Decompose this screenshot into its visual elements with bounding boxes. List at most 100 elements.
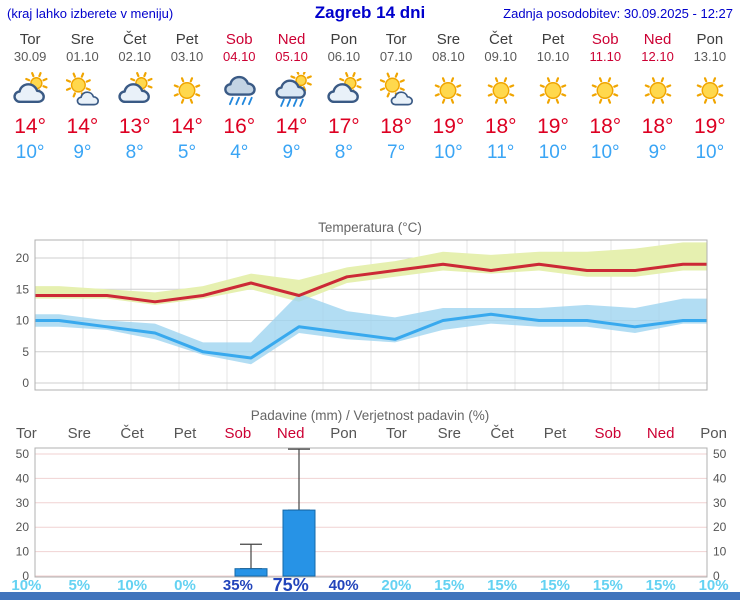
day-column: Čet 02.10 13° 8° [109,31,161,164]
precip-bar [282,509,316,577]
day-min-temp: 10° [434,142,463,163]
precip-day-label: Ned [277,425,305,442]
day-min-temp: 8° [125,142,144,163]
day-max-temp: 18° [589,115,622,138]
sunny-icon [684,70,736,110]
svg-text:10: 10 [16,545,30,559]
svg-text:0: 0 [22,376,29,390]
svg-text:10: 10 [16,314,30,328]
day-column: Pet 10.10 19° 10° [527,31,579,164]
precipitation-chart-title: Padavine (mm) / Verjetnost padavin (%) [250,408,490,423]
day-date: 30.09 [13,49,47,64]
day-column: Sre 01.10 14° 9° [56,31,108,164]
day-date: 03.10 [170,49,204,64]
precip-probability: 15% [434,577,464,592]
day-column: Ned 05.10 14° 9° [265,31,317,164]
precip-day-label: Sob [225,425,252,442]
precip-probability: 10% [699,577,729,592]
day-name: Sre [436,31,461,48]
day-min-temp: 11° [487,142,515,163]
precip-probability: 20% [381,577,411,592]
day-date: 02.10 [118,49,151,64]
svg-text:50: 50 [16,447,30,461]
precip-probability: 15% [593,577,623,592]
day-min-temp: 10° [590,142,620,163]
precip-probability: 0% [174,577,196,592]
temperature-chart-title: Temperatura (°C) [318,220,422,235]
day-column: Pon 13.10 19° 10° [684,31,736,164]
precip-probability: 15% [646,577,676,592]
sunny-icon [422,70,474,110]
day-column: Čet 09.10 18° 11° [475,31,527,164]
day-max-temp: 13° [118,115,151,138]
day-date: 04.10 [223,49,256,64]
day-name: Čet [489,31,513,48]
precip-probability: 10% [117,577,147,592]
day-max-temp: 18° [380,115,413,138]
sun-cloud-icon [56,70,108,110]
precip-day-label: Pon [330,425,357,442]
precip-day-label: Čet [490,425,514,442]
day-max-temp: 14° [66,115,99,138]
svg-text:15: 15 [16,282,30,296]
precip-day-label: Tor [386,425,407,442]
cloud-sun-icon [318,70,370,110]
day-name: Tor [19,31,41,48]
day-column: Sob 11.10 18° 10° [579,31,631,164]
day-max-temp: 14° [275,115,308,138]
day-max-temp: 17° [327,115,360,138]
svg-text:5: 5 [22,345,29,359]
day-column: Pet 03.10 14° 5° [161,31,213,164]
day-min-temp: 7° [387,142,406,163]
day-column: Tor 07.10 18° 7° [370,31,422,164]
day-min-temp: 9° [282,142,301,163]
precip-day-label: Sre [438,425,461,442]
day-name: Sob [225,31,253,48]
day-max-temp: 14° [14,115,47,138]
day-min-temp: 4° [230,142,249,163]
precip-probability: 40% [329,577,359,592]
day-max-temp: 14° [171,115,203,138]
svg-text:30: 30 [713,496,727,510]
precip-day-label: Ned [647,425,675,442]
day-min-temp: 8° [334,142,353,163]
precip-day-label: Čet [120,425,144,442]
day-max-temp: 18° [484,115,517,138]
sunny-icon [161,70,213,110]
svg-text:20: 20 [16,520,30,534]
temperature-chart: 0 5 10 15 20 [16,239,708,391]
day-date: 07.10 [379,49,413,64]
day-name: Pon [330,31,358,48]
precip-probability: 10% [11,577,41,592]
precip-probability: 75% [273,575,309,592]
day-min-temp: 10° [538,142,568,163]
day-date: 10.10 [536,49,570,64]
day-name: Sre [70,31,95,48]
header: (kraj lahko izberete v meniju) Zagreb 14… [0,0,740,26]
day-date: 06.10 [327,49,361,64]
day-max-temp: 18° [641,115,674,138]
day-date: 05.10 [275,49,308,64]
day-max-temp: 19° [432,115,465,138]
svg-text:20: 20 [713,520,727,534]
day-name: Čet [123,31,147,48]
day-column: Tor 30.09 14° 10° [4,31,56,164]
cloud-sun-icon [109,70,161,110]
day-min-temp: 9° [73,142,92,163]
day-name: Pon [696,31,724,48]
day-column: Sre 08.10 19° 10° [422,31,474,164]
svg-text:0: 0 [713,569,720,583]
precip-day-label: Pet [174,425,197,442]
sun-cloud-icon [370,70,422,110]
day-date: 08.10 [432,49,465,64]
precip-probability: 35% [223,577,253,592]
precip-day-label: Pon [700,425,727,442]
sunny-icon [527,70,579,110]
svg-text:40: 40 [16,471,30,485]
svg-text:30: 30 [16,496,30,510]
sunny-icon [631,70,683,110]
svg-text:10: 10 [713,545,727,559]
precip-day-label: Tor [16,425,37,442]
day-date: 11.10 [589,49,622,64]
day-date: 13.10 [693,49,727,64]
